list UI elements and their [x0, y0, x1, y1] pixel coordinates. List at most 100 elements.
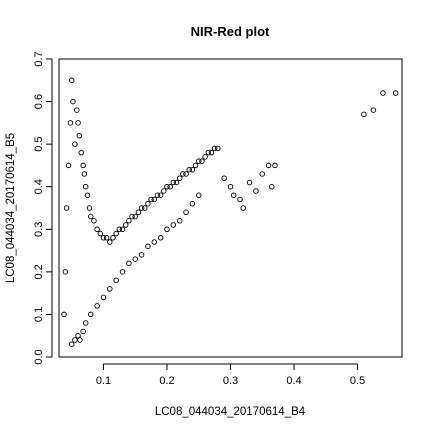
data-point — [180, 171, 186, 177]
data-point — [145, 200, 151, 207]
data-point — [195, 158, 202, 164]
data-point — [119, 226, 126, 233]
data-point — [122, 222, 129, 228]
data-point — [110, 235, 116, 241]
data-point — [68, 341, 75, 347]
data-point — [154, 192, 161, 198]
data-point — [164, 226, 170, 233]
data-point — [63, 205, 70, 211]
y-axis-label: LC08_044034_20170614_B5 — [5, 133, 17, 283]
data-point — [199, 158, 205, 164]
x-tick-label: 0.5 — [350, 375, 365, 387]
data-point — [157, 192, 164, 198]
data-point — [272, 162, 278, 169]
data-point — [215, 145, 221, 152]
data-point — [230, 192, 237, 198]
data-point — [189, 166, 196, 173]
data-point — [82, 320, 89, 326]
data-point — [132, 213, 138, 220]
data-point — [157, 235, 164, 241]
data-point — [94, 226, 100, 233]
data-point — [107, 286, 113, 292]
y-tick-label: 0.1 — [33, 307, 45, 322]
x-tick-label: 0.2 — [159, 375, 174, 387]
data-point — [138, 205, 145, 211]
data-point — [67, 120, 74, 126]
data-point — [86, 205, 93, 211]
chart-title: NIR-Red plot — [191, 24, 270, 39]
data-point — [240, 205, 246, 211]
data-point — [61, 311, 67, 318]
data-point — [186, 166, 192, 173]
data-point — [62, 269, 69, 275]
data-point — [135, 209, 142, 216]
data-point — [161, 188, 167, 194]
data-point — [91, 218, 97, 224]
y-tick-label: 0.2 — [33, 264, 45, 279]
data-point — [148, 196, 154, 203]
y-tick-label: 0.0 — [33, 349, 45, 364]
data-point — [81, 171, 88, 177]
data-point — [176, 175, 183, 181]
data-point — [113, 277, 119, 284]
data-point — [80, 162, 86, 169]
data-point — [265, 162, 272, 169]
data-point — [119, 269, 126, 275]
x-tick-label: 0.1 — [96, 375, 111, 387]
data-point — [100, 294, 107, 301]
data-point — [167, 183, 173, 190]
data-point — [88, 311, 94, 318]
x-axis: 0.1 0.2 0.3 0.4 0.5 — [96, 363, 365, 387]
data-point — [97, 230, 104, 237]
data-point — [380, 90, 386, 96]
data-point — [208, 149, 215, 156]
data-point — [205, 149, 212, 156]
data-point — [126, 218, 132, 224]
data-point — [68, 77, 75, 84]
data-point — [151, 239, 158, 245]
data-point — [195, 192, 202, 198]
data-point — [65, 162, 72, 169]
y-tick-label: 0.7 — [33, 51, 45, 66]
x-axis-label: LC08_044034_20170614_B4 — [155, 406, 306, 418]
y-tick-label: 0.5 — [33, 136, 45, 151]
data-point — [80, 328, 86, 335]
data-point — [370, 107, 377, 113]
data-point — [100, 235, 107, 241]
data-point — [259, 171, 266, 177]
data-point — [141, 205, 148, 211]
data-point — [183, 171, 189, 177]
y-axis: 0.0 0.1 0.2 0.3 0.4 0.5 0.6 0.7 — [33, 51, 53, 365]
y-tick-label: 0.6 — [33, 94, 45, 109]
data-point — [76, 132, 83, 139]
data-point — [176, 218, 183, 224]
y-tick-label: 0.3 — [33, 222, 45, 237]
data-point — [164, 183, 170, 190]
data-point — [170, 179, 177, 186]
data-point — [132, 256, 138, 262]
data-point — [129, 213, 135, 220]
data-point — [116, 226, 123, 233]
data-point — [138, 252, 145, 258]
data-point — [202, 154, 208, 160]
y-tick-label: 0.4 — [33, 179, 45, 194]
data-point — [192, 162, 199, 169]
data-point — [173, 179, 180, 186]
data-point — [70, 98, 76, 105]
data-point — [221, 175, 227, 181]
data-point — [72, 141, 78, 147]
data-point — [361, 111, 367, 118]
data-point — [170, 222, 177, 228]
data-point — [145, 243, 151, 250]
data-point — [237, 196, 243, 203]
data-point — [103, 235, 110, 241]
data-point — [94, 303, 100, 309]
data-point — [246, 179, 253, 186]
data-point — [82, 183, 89, 190]
data-point — [88, 213, 94, 220]
data-point — [84, 192, 91, 198]
data-point — [189, 200, 196, 207]
data-point — [107, 239, 113, 245]
data-point — [78, 149, 84, 156]
